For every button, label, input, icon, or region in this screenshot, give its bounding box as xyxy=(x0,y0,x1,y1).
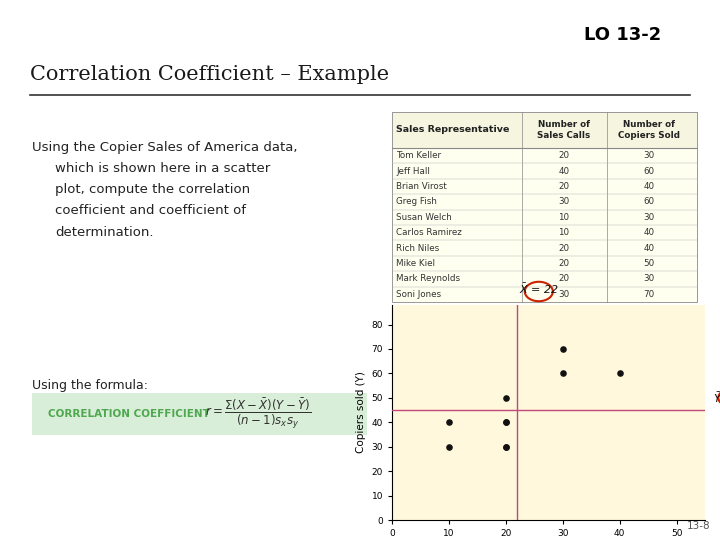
Text: 10: 10 xyxy=(559,213,570,222)
Text: $\bar{Y}$ = 45: $\bar{Y}$ = 45 xyxy=(713,390,720,405)
Y-axis label: Copiers sold (Y): Copiers sold (Y) xyxy=(356,372,366,454)
Point xyxy=(443,418,454,427)
Text: 60: 60 xyxy=(644,198,654,206)
Text: Greg Fish: Greg Fish xyxy=(396,198,437,206)
Text: Rich Niles: Rich Niles xyxy=(396,244,439,253)
Text: 30: 30 xyxy=(559,290,570,299)
Text: $r = \dfrac{\Sigma(X-\bar{X})(Y-\bar{Y})}{(n-1)s_x s_y}$: $r = \dfrac{\Sigma(X-\bar{X})(Y-\bar{Y})… xyxy=(205,397,311,431)
Text: 40: 40 xyxy=(644,228,654,237)
Text: 10: 10 xyxy=(559,228,570,237)
Text: 30: 30 xyxy=(644,213,654,222)
Text: 40: 40 xyxy=(559,167,570,176)
Text: Correlation Coefficient – Example: Correlation Coefficient – Example xyxy=(30,65,389,84)
Text: Mike Kiel: Mike Kiel xyxy=(396,259,435,268)
Text: 20: 20 xyxy=(559,182,570,191)
Text: LO 13-2: LO 13-2 xyxy=(584,26,662,44)
Text: 20: 20 xyxy=(559,151,570,160)
Text: 50: 50 xyxy=(644,259,654,268)
Text: Sales Representative: Sales Representative xyxy=(396,125,509,134)
Text: Brian Virost: Brian Virost xyxy=(396,182,446,191)
Text: 20: 20 xyxy=(559,259,570,268)
Point xyxy=(557,369,569,377)
Text: Number of
Copiers Sold: Number of Copiers Sold xyxy=(618,120,680,140)
Text: Soni Jones: Soni Jones xyxy=(396,290,441,299)
Text: 30: 30 xyxy=(644,151,654,160)
Text: 70: 70 xyxy=(644,290,654,299)
Point xyxy=(500,394,512,402)
Text: Jeff Hall: Jeff Hall xyxy=(396,167,430,176)
Text: Susan Welch: Susan Welch xyxy=(396,213,451,222)
Point xyxy=(500,418,512,427)
Text: 30: 30 xyxy=(644,274,654,284)
Point xyxy=(500,442,512,451)
Text: Tom Keller: Tom Keller xyxy=(396,151,441,160)
Text: Using the Copier Sales of America data,: Using the Copier Sales of America data, xyxy=(32,141,297,154)
Text: plot, compute the correlation: plot, compute the correlation xyxy=(55,184,250,197)
Text: 20: 20 xyxy=(559,244,570,253)
Text: 20: 20 xyxy=(559,274,570,284)
Text: 60: 60 xyxy=(644,167,654,176)
Text: 40: 40 xyxy=(644,182,654,191)
Point xyxy=(557,345,569,353)
Text: Mark Reynolds: Mark Reynolds xyxy=(396,274,460,284)
Text: Using the formula:: Using the formula: xyxy=(32,379,148,392)
Point xyxy=(614,369,626,377)
Bar xyxy=(392,112,697,148)
Text: CORRELATION COEFFICIENT: CORRELATION COEFFICIENT xyxy=(48,409,210,419)
Text: Number of
Sales Calls: Number of Sales Calls xyxy=(537,120,590,140)
Point xyxy=(500,442,512,451)
Bar xyxy=(392,112,697,302)
Text: which is shown here in a scatter: which is shown here in a scatter xyxy=(55,163,270,176)
Text: $\bar{X}$ = 22: $\bar{X}$ = 22 xyxy=(519,282,559,296)
Point xyxy=(500,418,512,427)
Text: 40: 40 xyxy=(644,244,654,253)
Bar xyxy=(32,393,367,435)
Text: 13-8: 13-8 xyxy=(686,521,710,531)
Text: Carlos Ramirez: Carlos Ramirez xyxy=(396,228,462,237)
Text: coefficient and coefficient of: coefficient and coefficient of xyxy=(55,205,246,218)
Text: determination.: determination. xyxy=(55,226,153,239)
Text: 30: 30 xyxy=(559,198,570,206)
Point xyxy=(443,442,454,451)
